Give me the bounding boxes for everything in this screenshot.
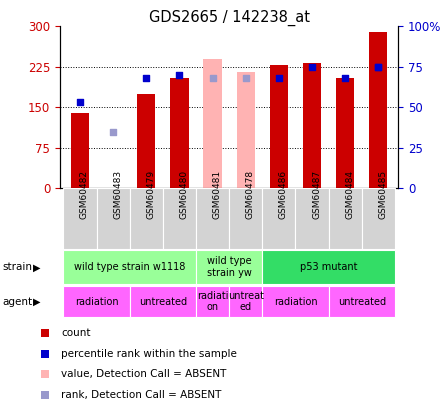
Bar (63, 250, 196, 284)
Text: GSM60478: GSM60478 (246, 170, 255, 219)
Bar (97, 188, 129, 249)
Point (41, 350, 49, 357)
Text: GSM60482: GSM60482 (80, 170, 89, 219)
Point (109, 128, 117, 135)
Text: GSM60479: GSM60479 (146, 170, 155, 219)
Bar (129, 188, 163, 249)
Text: GSM60486: GSM60486 (279, 170, 288, 219)
Bar (170, 78, 189, 188)
Point (77, 99, 84, 106)
Bar (263, 250, 395, 284)
Bar (203, 59, 222, 188)
Text: GSM60480: GSM60480 (179, 170, 188, 219)
Point (41, 330, 49, 336)
Bar (63, 286, 129, 317)
Text: GSM60487: GSM60487 (312, 170, 321, 219)
Point (41, 371, 49, 377)
Text: ▶: ▶ (32, 262, 40, 272)
Bar (336, 78, 354, 188)
Point (342, 75, 349, 81)
Text: p53 mutant: p53 mutant (300, 262, 357, 272)
Text: radiation: radiation (274, 297, 317, 307)
Text: untreat
ed: untreat ed (228, 291, 264, 312)
Bar (295, 188, 329, 249)
Bar (303, 63, 321, 188)
Bar (196, 250, 263, 284)
Text: wild type strain w1118: wild type strain w1118 (74, 262, 186, 272)
Bar (329, 188, 362, 249)
Bar (369, 32, 388, 188)
Bar (229, 286, 263, 317)
Bar (63, 188, 97, 249)
Text: GSM60484: GSM60484 (345, 170, 354, 219)
Text: untreated: untreated (338, 297, 386, 307)
Text: ▶: ▶ (32, 297, 40, 307)
Point (375, 64, 382, 70)
Text: GSM60483: GSM60483 (113, 170, 122, 219)
Bar (229, 188, 263, 249)
Text: GSM60485: GSM60485 (378, 170, 388, 219)
Text: agent: agent (2, 297, 32, 307)
Bar (137, 94, 155, 188)
Text: GSM60481: GSM60481 (213, 170, 222, 219)
Text: strain: strain (2, 262, 32, 272)
Bar (362, 188, 395, 249)
Point (308, 64, 316, 70)
Point (176, 72, 183, 78)
Bar (196, 188, 229, 249)
Bar (163, 188, 196, 249)
Text: radiation: radiation (75, 297, 118, 307)
Bar (270, 65, 288, 188)
Text: percentile rank within the sample: percentile rank within the sample (61, 349, 237, 358)
Bar (263, 286, 329, 317)
Title: GDS2665 / 142238_at: GDS2665 / 142238_at (149, 10, 310, 26)
Point (375, 64, 382, 70)
Point (275, 75, 283, 81)
Bar (129, 286, 196, 317)
Bar (196, 286, 229, 317)
Bar (263, 188, 295, 249)
Text: count: count (61, 328, 91, 338)
Bar (329, 286, 395, 317)
Text: value, Detection Call = ABSENT: value, Detection Call = ABSENT (61, 369, 227, 379)
Text: rank, Detection Call = ABSENT: rank, Detection Call = ABSENT (61, 390, 222, 400)
Point (143, 75, 150, 81)
Point (242, 75, 249, 81)
Bar (237, 72, 255, 188)
Text: radiati
on: radiati on (197, 291, 228, 312)
Text: wild type
strain yw: wild type strain yw (207, 256, 251, 278)
Bar (71, 113, 89, 188)
Text: untreated: untreated (139, 297, 187, 307)
Point (209, 75, 216, 81)
Point (41, 392, 49, 399)
